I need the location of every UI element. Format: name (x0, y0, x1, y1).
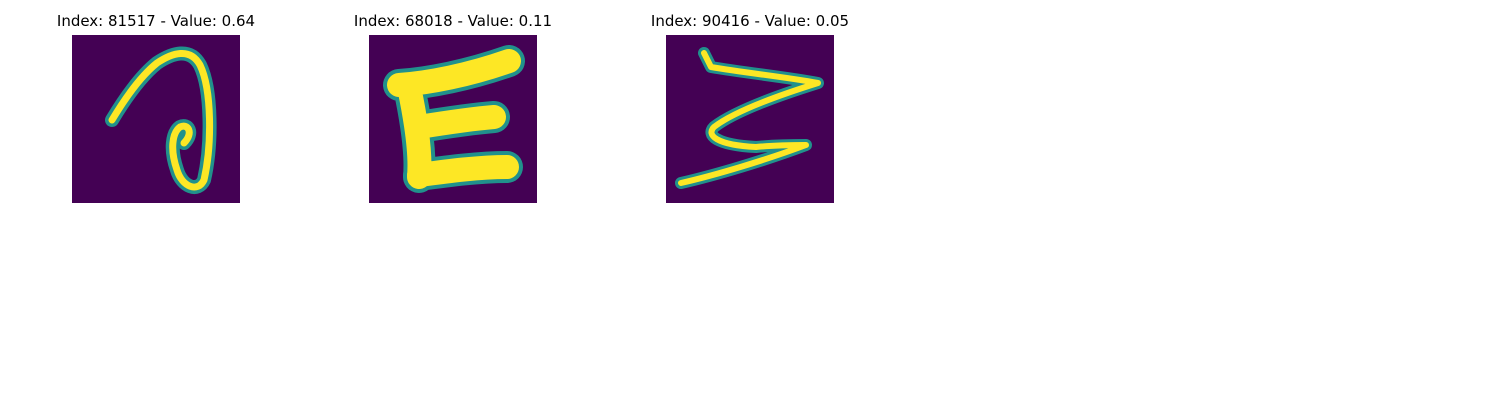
image-panel-3: Index: 90416 - Value: 0.05 (620, 0, 880, 210)
digit-image-3 (666, 35, 834, 203)
panel-title-1: Index: 81517 - Value: 0.64 (56, 12, 256, 30)
digit-image-1 (72, 35, 240, 203)
digit-image-2-glyph (383, 45, 525, 193)
panel-title-3: Index: 90416 - Value: 0.05 (650, 12, 850, 30)
digit-image-1-glyph (105, 46, 217, 194)
image-panel-2: Index: 68018 - Value: 0.11 (323, 0, 583, 210)
digit-image-2 (369, 35, 537, 203)
panel-title-2: Index: 68018 - Value: 0.11 (353, 12, 553, 30)
image-panel-1: Index: 81517 - Value: 0.64 (26, 0, 286, 210)
digit-image-3-glyph (675, 47, 824, 189)
